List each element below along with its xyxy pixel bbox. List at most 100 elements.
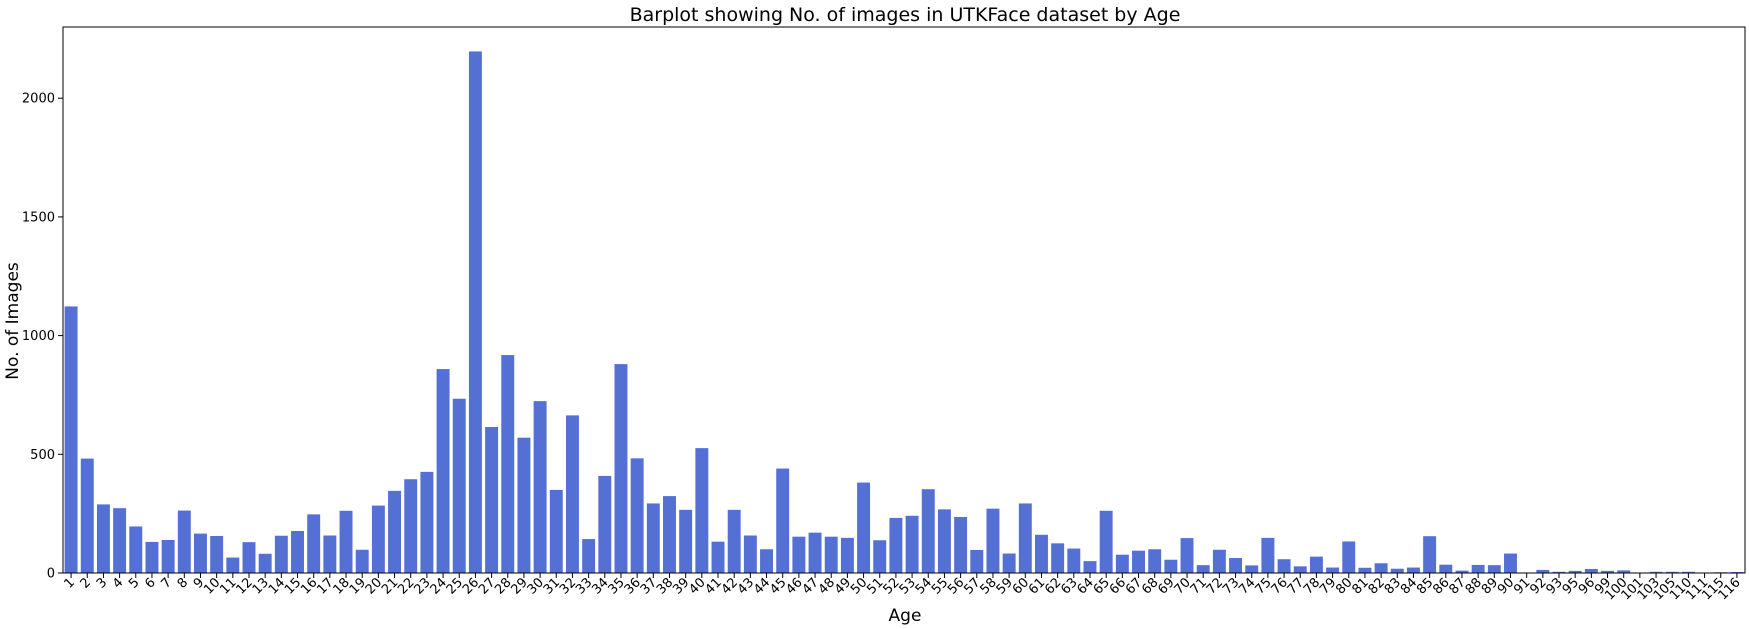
bar-age-79 [1326,567,1340,573]
bar-age-14 [274,535,288,573]
bar-age-64 [1083,561,1097,573]
bar-age-9 [194,533,207,573]
bar-age-68 [1148,549,1162,573]
y-tick-label: 1000 [22,329,55,344]
bar-age-66 [1115,554,1129,573]
chart-title: Barplot showing No. of images in UTKFace… [630,4,1181,26]
bar-age-86 [1439,564,1453,573]
bar-age-12 [242,542,256,573]
bar-age-58 [986,508,1000,573]
bar-age-55 [937,509,951,573]
bar-age-43 [743,535,757,573]
bar-age-15 [291,530,304,573]
bar-age-78 [1309,556,1323,573]
bar-age-73 [1229,558,1243,573]
bar-age-75 [1261,537,1275,573]
bar-age-13 [258,553,272,573]
bar-age-92 [1536,569,1550,573]
bar-age-60 [1018,503,1032,573]
bar-age-110 [1681,571,1695,573]
x-tick-label: 5 [126,575,142,591]
bar-age-45 [776,468,790,573]
bar-age-23 [420,471,434,573]
bar-age-53 [905,515,919,573]
bar-age-17 [323,535,337,573]
y-axis-label: No. of Images [3,262,23,380]
bar-age-44 [760,549,773,573]
bar-age-26 [468,51,482,573]
x-tick-label: 3 [94,575,110,591]
bar-age-90 [1504,553,1517,573]
bar-age-3 [96,504,110,573]
y-tick-label: 1500 [22,210,55,225]
bar-age-7 [161,540,175,573]
bar-age-35 [614,364,628,573]
bar-age-32 [565,415,579,573]
x-axis-label: Age [889,606,922,626]
x-tick-label: 6 [142,575,158,591]
bar-age-105 [1665,571,1679,573]
bar-age-63 [1067,548,1081,573]
bar-age-36 [630,458,644,573]
bar-age-87 [1455,570,1469,573]
y-tick-label: 2000 [22,92,55,107]
bar-age-81 [1358,567,1372,573]
y-axis-ticks: 0 500 1000 1500 2000 [22,92,63,582]
x-tick-label: 2 [78,575,94,591]
bar-age-25 [452,398,466,573]
bar-age-83 [1390,568,1404,573]
bar-age-88 [1471,564,1485,573]
bar-age-11 [226,557,240,573]
bar-age-89 [1487,565,1501,573]
x-tick-label: 4 [110,575,126,591]
y-tick-label: 500 [30,448,55,463]
bar-age-62 [1051,543,1065,573]
bar-age-40 [695,448,709,573]
x-axis-ticks: 1 2 3 4 5 6 7 8 91011121314151617181920212223242… [61,573,1744,603]
bar-age-33 [582,539,596,573]
bar-age-38 [663,496,676,573]
bar-age-42 [727,509,741,573]
bar-age-61 [1035,534,1048,573]
bar-age-37 [646,503,660,573]
bar-age-8 [177,510,191,573]
bar-age-5 [129,526,143,573]
x-tick-label: 1 [61,575,77,591]
bar-age-52 [889,517,903,573]
bar-age-84 [1406,567,1420,573]
bar-age-100 [1617,570,1631,573]
bars-group [64,51,1744,573]
bar-age-24 [436,369,450,573]
x-tick-label: 7 [158,575,174,591]
bar-age-80 [1342,541,1356,573]
bar-age-77 [1293,566,1307,573]
bar-age-71 [1196,565,1210,573]
bar-age-57 [970,549,984,573]
bar-age-49 [840,537,854,573]
bar-age-21 [388,490,402,573]
bar-age-2 [80,458,94,573]
bar-age-72 [1212,549,1226,573]
bar-age-30 [533,401,547,573]
bar-age-54 [921,489,935,573]
bar-age-69 [1164,559,1178,573]
bar-age-10 [210,535,224,573]
bar-age-31 [549,489,563,573]
bar-age-34 [598,475,612,573]
bar-age-70 [1180,538,1194,573]
bar-age-56 [954,516,968,573]
bar-age-16 [307,514,321,573]
bar-age-46 [792,536,806,573]
bar-age-50 [857,482,871,573]
bar-age-18 [339,510,353,573]
bar-age-20 [371,505,385,573]
bar-age-1 [64,306,78,573]
bar-age-65 [1099,510,1113,573]
bar-age-19 [355,549,369,573]
bar-age-29 [517,437,531,573]
bar-age-4 [113,508,127,573]
bar-age-85 [1423,536,1437,573]
plot-frame [62,26,1746,574]
bar-age-76 [1277,559,1291,573]
